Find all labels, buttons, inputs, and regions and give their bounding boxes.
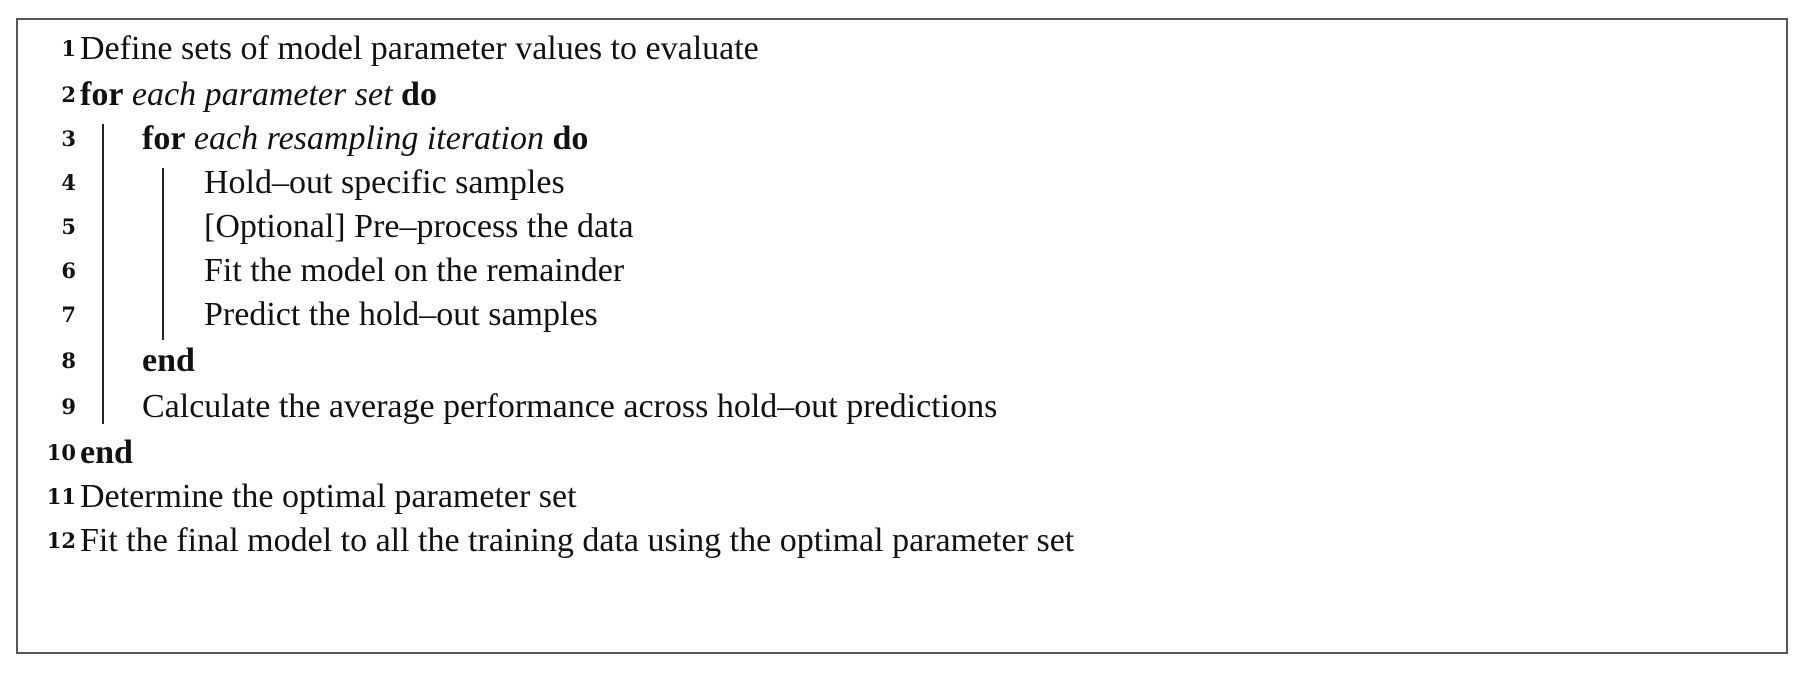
- line-text: Fit the final model to all the training …: [80, 522, 1075, 559]
- keyword-end: end: [142, 342, 195, 379]
- line-number: 11: [46, 484, 76, 509]
- algorithm-line-7: 7 Predict the hold–out samples: [18, 290, 1778, 340]
- line-number: 12: [46, 528, 76, 553]
- algorithm-line-1: 1 Define sets of model parameter values …: [18, 24, 1778, 74]
- line-number: 10: [46, 440, 76, 465]
- keyword-for: for: [80, 76, 124, 113]
- algorithm-line-11: 11 Determine the optimal parameter set: [18, 472, 1778, 522]
- line-number: 1: [61, 36, 76, 61]
- line-text: Define sets of model parameter values to…: [80, 30, 759, 67]
- keyword-for: for: [142, 120, 186, 157]
- keyword-end: end: [80, 434, 133, 471]
- algorithm-line-4: 4 Hold–out specific samples: [18, 158, 1778, 208]
- algorithm-line-5: 5 [Optional] Pre–process the data: [18, 202, 1778, 252]
- keyword-do: do: [401, 76, 437, 113]
- line-number: 3: [61, 126, 76, 151]
- inner-loop-scope-bar: [162, 168, 164, 340]
- algorithm-line-8: 8 end: [18, 336, 1778, 386]
- line-number: 5: [61, 214, 76, 239]
- line-number: 8: [61, 348, 76, 373]
- for-loop-header: for each parameter set do: [80, 70, 437, 120]
- keyword-do: do: [552, 120, 589, 157]
- algorithm-line-10: 10 end: [18, 428, 1778, 478]
- algorithm-box: 1 Define sets of model parameter values …: [16, 18, 1788, 654]
- outer-loop-scope-bar: [102, 124, 104, 424]
- algorithm-line-3: 3 for each resampling iteration do: [18, 114, 1778, 164]
- line-text: [Optional] Pre–process the data: [204, 208, 634, 245]
- line-number: 6: [61, 258, 76, 283]
- loop-condition: each resampling iteration: [193, 120, 544, 157]
- for-loop-header: for each resampling iteration do: [142, 114, 588, 164]
- line-text: Hold–out specific samples: [204, 164, 565, 201]
- algorithm-line-12: 12 Fit the final model to all the traini…: [18, 516, 1778, 566]
- line-number: 2: [61, 82, 76, 107]
- algorithm-line-2: 2 for each parameter set do: [18, 70, 1778, 120]
- line-text: Calculate the average performance across…: [142, 388, 998, 425]
- algorithm-line-6: 6 Fit the model on the remainder: [18, 246, 1778, 296]
- line-number: 9: [61, 394, 76, 419]
- loop-condition: each parameter set: [131, 76, 393, 113]
- line-number: 4: [61, 170, 76, 195]
- line-number: 7: [61, 302, 76, 327]
- algorithm-line-9: 9 Calculate the average performance acro…: [18, 382, 1778, 432]
- line-text: Fit the model on the remainder: [204, 252, 625, 289]
- line-text: Predict the hold–out samples: [204, 296, 598, 333]
- line-text: Determine the optimal parameter set: [80, 478, 577, 515]
